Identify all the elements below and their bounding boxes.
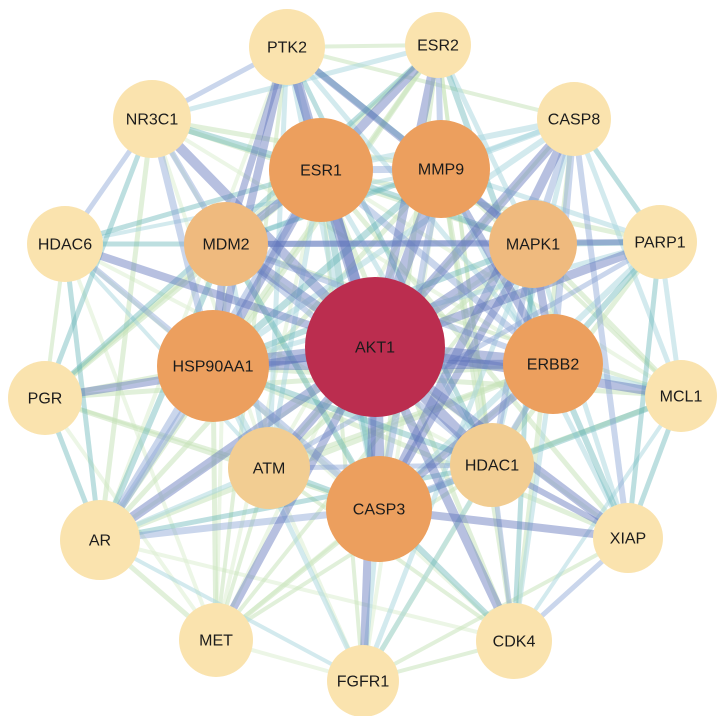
node-circle-ar [60,500,140,580]
node-hdac1: HDAC1 [450,423,534,507]
node-circle-ptk2 [249,9,325,85]
node-pgr: PGR [8,361,82,435]
edge-mdm2-parp1 [225,239,661,247]
edge-ptk2-casp8 [286,45,575,121]
edge-parp1-xiap [625,241,663,539]
node-hdac6: HDAC6 [27,206,103,282]
edge-mdm2-ar [97,242,229,542]
edge-mmp9-met [214,168,443,641]
node-mmp9: MMP9 [392,120,490,218]
node-circle-mapk1 [489,200,577,288]
node-mdm2: MDM2 [184,202,268,286]
edge-esr1-met [214,169,323,641]
node-circle-hsp90aa1 [157,310,269,422]
node-hsp90aa1: HSP90AA1 [157,310,269,422]
edge-casp8-hdac1 [489,118,577,466]
node-circle-fgfr1 [327,645,399,716]
edge-mapk1-met [214,242,535,642]
node-circle-hdac6 [27,206,103,282]
node-circle-mdm2 [184,202,268,286]
node-akt1: AKT1 [305,277,445,417]
edge-esr2-erbb2 [435,43,556,366]
node-circle-mcl1 [645,360,717,432]
edge-hsp90aa1-fgfr1 [210,364,366,683]
node-atm: ATM [228,427,310,509]
edge-hsp90aa1-mcl1 [212,363,682,399]
node-circle-esr1 [269,118,373,222]
node-circle-casp3 [326,456,432,562]
edge-hdac1-ar [99,462,493,543]
edge-casp8-xiap [571,118,631,539]
node-circle-atm [228,427,310,509]
node-casp8: CASP8 [537,82,611,156]
edge-mmp9-hdac6 [64,167,442,246]
node-esr1: ESR1 [269,118,373,222]
edge-ar-cdk4 [99,538,515,643]
node-circle-casp8 [537,82,611,156]
edge-nr3c1-ar [97,118,155,541]
node-circle-akt1 [305,277,445,417]
node-ar: AR [60,500,140,580]
edge-hdac6-met [63,243,218,641]
edge-esr2-ar [97,43,441,542]
node-casp3: CASP3 [326,456,432,562]
node-mcl1: MCL1 [645,360,717,432]
node-xiap: XIAP [593,503,663,573]
edge-hdac6-hdac1 [64,242,493,467]
node-circle-nr3c1 [113,80,191,158]
edge-nr3c1-atm [150,118,271,469]
edge-mmp9-ar [98,167,443,542]
edge-casp8-casp3 [374,116,579,512]
edge-ptk2-atm [266,46,290,469]
edge-hdac6-ar [62,243,103,541]
node-esr2: ESR2 [405,12,471,78]
edge-esr1-cdk4 [318,169,517,642]
edge-parp1-atm [267,239,662,471]
edge-erbb2-atm [268,361,554,471]
node-circle-pgr [8,361,82,435]
node-circle-esr2 [405,12,471,78]
edge-mcl1-cdk4 [512,394,683,643]
node-circle-parp1 [623,205,697,279]
node-nr3c1: NR3C1 [113,80,191,158]
edge-ptk2-ar [98,46,289,541]
edge-erbb2-pgr [44,361,554,401]
edge-esr2-hdac1 [436,44,494,466]
edge-mapk1-fgfr1 [360,243,536,682]
node-fgfr1: FGFR1 [327,645,399,716]
node-cdk4: CDK4 [476,603,552,679]
node-ptk2: PTK2 [249,9,325,85]
edge-casp8-atm [267,117,576,470]
edge-parp1-hsp90aa1 [212,239,661,369]
node-circle-met [179,603,253,677]
node-circle-mmp9 [392,120,490,218]
node-mapk1: MAPK1 [489,200,577,288]
node-circle-hdac1 [450,423,534,507]
node-circle-erbb2 [503,314,603,414]
node-met: MET [179,603,253,677]
node-erbb2: ERBB2 [503,314,603,414]
node-circle-xiap [593,503,663,573]
edge-ptk2-hdac1 [284,45,495,467]
node-circle-cdk4 [476,603,552,679]
node-parp1: PARP1 [623,205,697,279]
